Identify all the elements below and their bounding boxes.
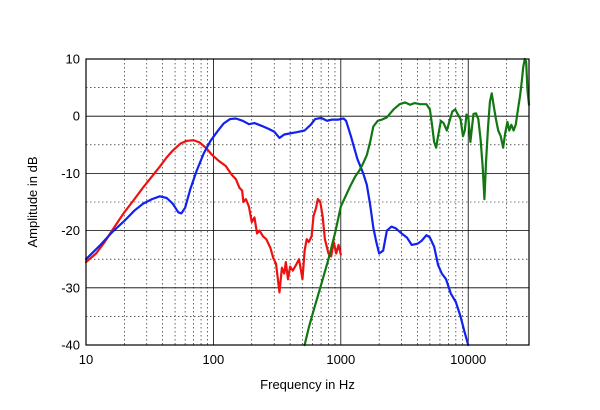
x-tick-labels: 10 100 1000 10000	[79, 352, 487, 367]
y-tick-label: -10	[61, 166, 80, 181]
y-tick-label: 0	[73, 109, 80, 124]
series-green-line	[303, 57, 531, 347]
y-tick-label: 10	[66, 52, 80, 67]
x-axis-title: Frequency in Hz	[260, 377, 355, 392]
x-tick-label: 10	[79, 352, 93, 367]
y-tick-label: -40	[61, 338, 80, 353]
series-red-line	[84, 139, 342, 294]
series-layer	[84, 57, 531, 347]
y-tick-labels: 10 0 -10 -20 -30 -40	[61, 52, 80, 353]
x-tick-label: 100	[203, 352, 225, 367]
y-axis-title: Amplitude in dB	[25, 156, 40, 247]
y-tick-label: -20	[61, 223, 80, 238]
x-tick-label: 1000	[326, 352, 355, 367]
plot-frame	[85, 58, 530, 346]
x-tick-label: 10000	[450, 352, 486, 367]
y-tick-label: -30	[61, 280, 80, 295]
plot-grid	[85, 58, 530, 346]
series-blue-line	[84, 116, 470, 347]
